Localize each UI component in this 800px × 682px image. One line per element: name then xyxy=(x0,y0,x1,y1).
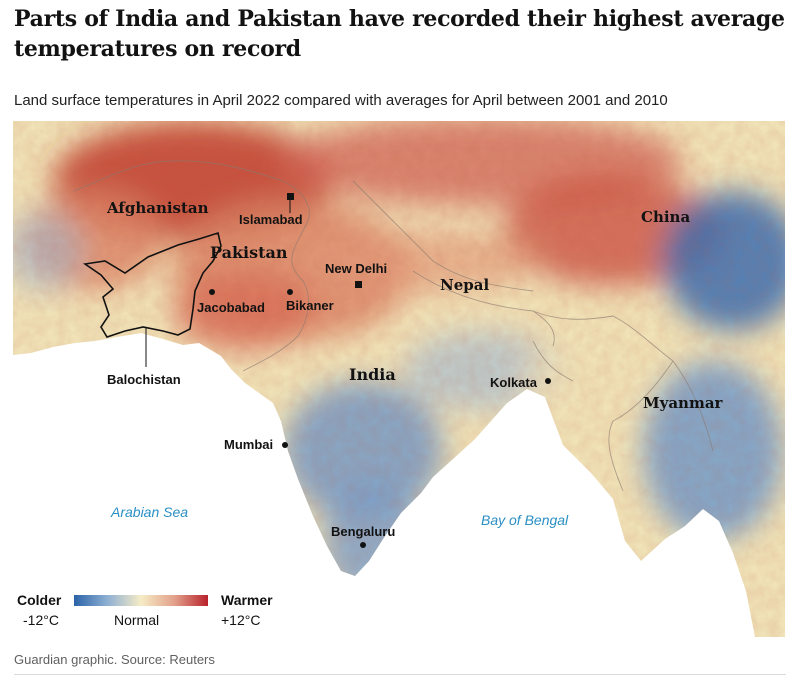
chart-title: Parts of India and Pakistan have recorde… xyxy=(14,6,785,62)
islamabad-label: Islamabad xyxy=(239,212,303,227)
bikaner-label: Bikaner xyxy=(286,298,334,313)
arabian-sea-label: Arabian Sea xyxy=(110,504,188,520)
kolkata-label: Kolkata xyxy=(490,375,538,390)
legend-mid-value: Normal xyxy=(114,612,159,628)
chart-subtitle: Land surface temperatures in April 2022 … xyxy=(14,92,668,109)
balochistan-outline xyxy=(82,231,222,338)
nepal-label: Nepal xyxy=(440,276,489,294)
bengaluru-marker xyxy=(360,542,366,548)
new-delhi-marker xyxy=(355,281,362,288)
source-credit: Guardian graphic. Source: Reuters xyxy=(14,652,215,667)
jacobabad-marker xyxy=(209,289,215,295)
balochistan-label: Balochistan xyxy=(107,372,181,387)
footer-divider xyxy=(14,674,786,675)
legend-warmer-label: Warmer xyxy=(221,592,273,608)
kolkata-marker xyxy=(545,378,551,384)
mumbai-label: Mumbai xyxy=(224,437,273,452)
myanmar-label: Myanmar xyxy=(643,394,724,412)
country-borders xyxy=(72,160,714,492)
islamabad-marker xyxy=(287,193,294,200)
legend-colder-label: Colder xyxy=(17,592,62,608)
china-label: China xyxy=(641,208,690,226)
bay-of-bengal-label: Bay of Bengal xyxy=(481,512,569,528)
bikaner-marker xyxy=(287,289,293,295)
pakistan-label: Pakistan xyxy=(210,243,288,262)
afghanistan-label: Afghanistan xyxy=(106,199,209,217)
bengaluru-label: Bengaluru xyxy=(331,524,395,539)
mumbai-marker xyxy=(282,442,288,448)
temperature-map: Afghanistan Pakistan India Nepal China M… xyxy=(13,121,785,637)
india-label: India xyxy=(349,365,396,384)
legend-min-value: -12°C xyxy=(23,612,59,628)
new-delhi-label: New Delhi xyxy=(325,261,387,276)
legend-max-value: +12°C xyxy=(221,612,260,628)
legend: Colder Warmer -12°C Normal +12°C xyxy=(17,592,273,628)
jacobabad-label: Jacobabad xyxy=(197,300,265,315)
legend-color-bar xyxy=(74,595,208,606)
